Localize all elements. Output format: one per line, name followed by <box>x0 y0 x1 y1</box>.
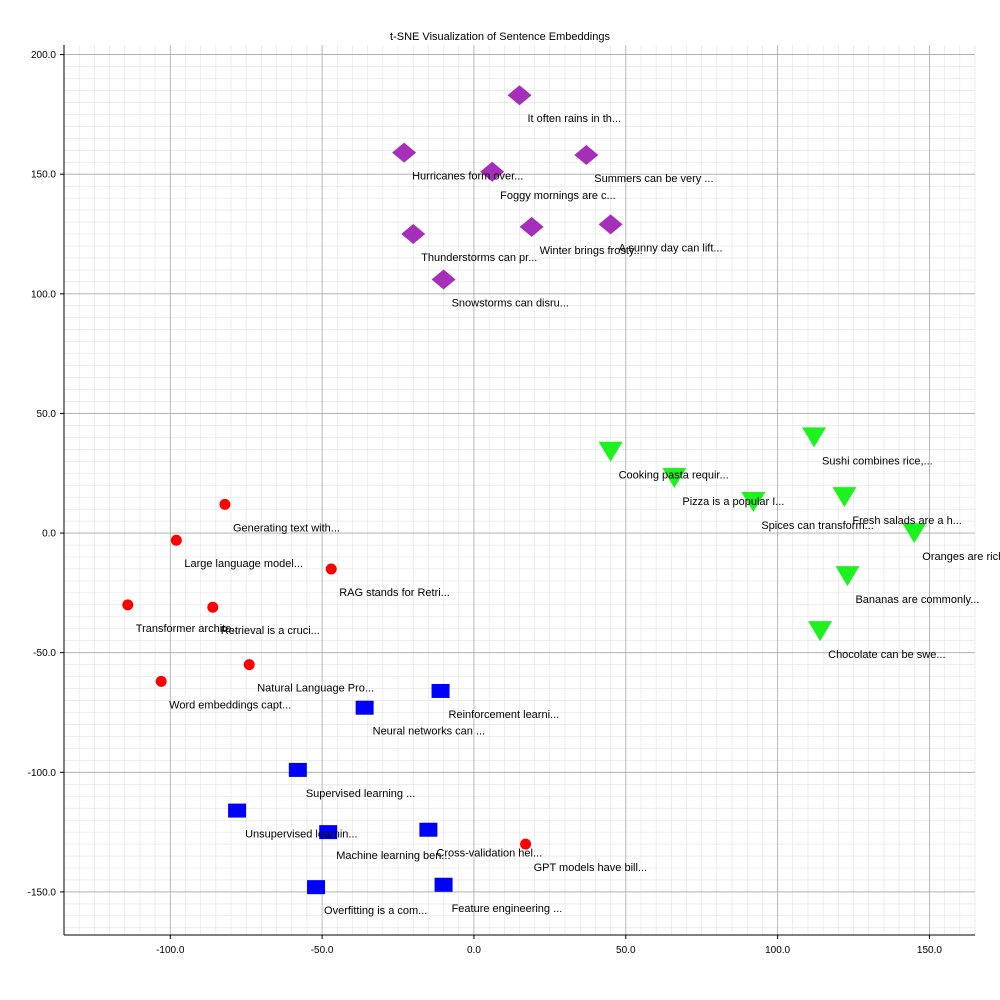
y-tick-label: 50.0 <box>37 409 57 420</box>
data-point-circle <box>243 659 255 671</box>
data-point-triangle <box>835 566 860 587</box>
point-label: It often rains in th... <box>528 113 622 125</box>
data-point-square <box>288 762 307 777</box>
x-tick-label: 100.0 <box>765 945 790 956</box>
point-label: Sushi combines rice,... <box>822 455 933 467</box>
data-point-diamond <box>507 85 532 106</box>
point-label: Overfitting is a com... <box>324 905 427 917</box>
data-point-square <box>319 825 338 840</box>
point-label: Supervised learning ... <box>306 788 415 800</box>
point-label: Hurricanes form over... <box>412 171 523 183</box>
point-label: Oranges are rich in ... <box>922 551 1000 563</box>
point-label: Chocolate can be swe... <box>828 649 945 661</box>
data-point-triangle <box>741 491 766 512</box>
data-point-square <box>419 822 438 837</box>
point-label: Natural Language Pro... <box>257 683 374 695</box>
point-label: Snowstorms can disru... <box>452 297 569 309</box>
data-point-square <box>434 877 453 892</box>
data-point-square <box>307 880 326 895</box>
data-point-diamond <box>519 216 544 237</box>
point-label: Word embeddings capt... <box>169 699 291 711</box>
data-point-triangle <box>802 427 827 448</box>
data-point-diamond <box>480 161 505 182</box>
data-point-circle <box>219 498 231 510</box>
x-tick-label: -100.0 <box>156 945 185 956</box>
plot-axes <box>60 45 975 939</box>
point-label: Large language model... <box>184 558 303 570</box>
point-label: Reinforcement learni... <box>449 709 560 721</box>
data-point-diamond <box>431 269 456 290</box>
data-point-circle <box>170 534 182 546</box>
point-label: Cooking pasta requir... <box>619 470 729 482</box>
point-label: Thunderstorms can pr... <box>421 252 537 264</box>
point-label: Spices can transform... <box>761 520 874 532</box>
data-point-circle <box>155 675 167 687</box>
y-tick-label: -50.0 <box>33 648 56 659</box>
y-tick-label: -150.0 <box>28 887 57 898</box>
point-label: Fresh salads are a h... <box>852 515 961 527</box>
data-point-triangle <box>902 523 927 544</box>
point-label: GPT models have bill... <box>534 862 648 874</box>
point-label: Unsupervised learnin... <box>245 829 358 841</box>
data-point-square <box>355 700 374 715</box>
point-label: Transformer archite... <box>136 623 241 635</box>
x-tick-label: 150.0 <box>917 945 942 956</box>
point-label: Generating text with... <box>233 522 340 534</box>
point-labels: It often rains in th... Hurricanes form o… <box>136 113 1000 917</box>
data-point-square <box>228 803 247 818</box>
x-tick-label: -50.0 <box>311 945 334 956</box>
y-tick-label: 100.0 <box>31 289 56 300</box>
minor-grid <box>63 45 976 935</box>
tick-labels: -100.0 -50.0 0.0 50.0 100.0 150.0 -150.0 -100.0… <box>28 50 943 956</box>
data-point-triangle <box>662 468 687 489</box>
data-points <box>122 85 927 895</box>
y-tick-label: 150.0 <box>31 170 56 181</box>
point-label: Retrieval is a cruci... <box>221 625 320 637</box>
data-point-diamond <box>401 224 426 245</box>
point-label: Foggy mornings are c... <box>500 190 616 202</box>
point-label: Machine learning ben... <box>336 850 450 862</box>
data-point-circle <box>325 563 337 575</box>
data-point-diamond <box>574 145 599 166</box>
data-point-square <box>431 683 450 698</box>
point-label: A sunny day can lift... <box>619 242 723 254</box>
point-label: Pizza is a popular I... <box>682 496 784 508</box>
data-point-triangle <box>832 487 857 508</box>
x-tick-label: 50.0 <box>616 945 636 956</box>
chart-title: t-SNE Visualization of Sentence Embeddin… <box>390 31 610 43</box>
x-tick-label: 0.0 <box>467 945 481 956</box>
data-point-diamond <box>598 214 623 235</box>
data-point-diamond <box>392 142 417 163</box>
data-point-circle <box>122 599 134 611</box>
point-label: Feature engineering ... <box>452 903 563 915</box>
data-point-triangle <box>808 621 833 642</box>
y-tick-label: 0.0 <box>42 529 56 540</box>
point-label: Winter brings frosty... <box>540 245 643 257</box>
point-label: RAG stands for Retri... <box>339 587 450 599</box>
point-label: Neural networks can ... <box>373 726 486 738</box>
point-label: Cross-validation hel... <box>436 848 542 860</box>
y-tick-label: 200.0 <box>31 50 56 61</box>
point-label: Summers can be very ... <box>594 173 713 185</box>
data-point-circle <box>520 838 532 850</box>
data-point-triangle <box>598 441 623 462</box>
major-grid <box>64 45 975 935</box>
y-tick-label: -100.0 <box>28 768 57 779</box>
data-point-circle <box>207 601 219 613</box>
point-label: Bananas are commonly... <box>855 594 979 606</box>
